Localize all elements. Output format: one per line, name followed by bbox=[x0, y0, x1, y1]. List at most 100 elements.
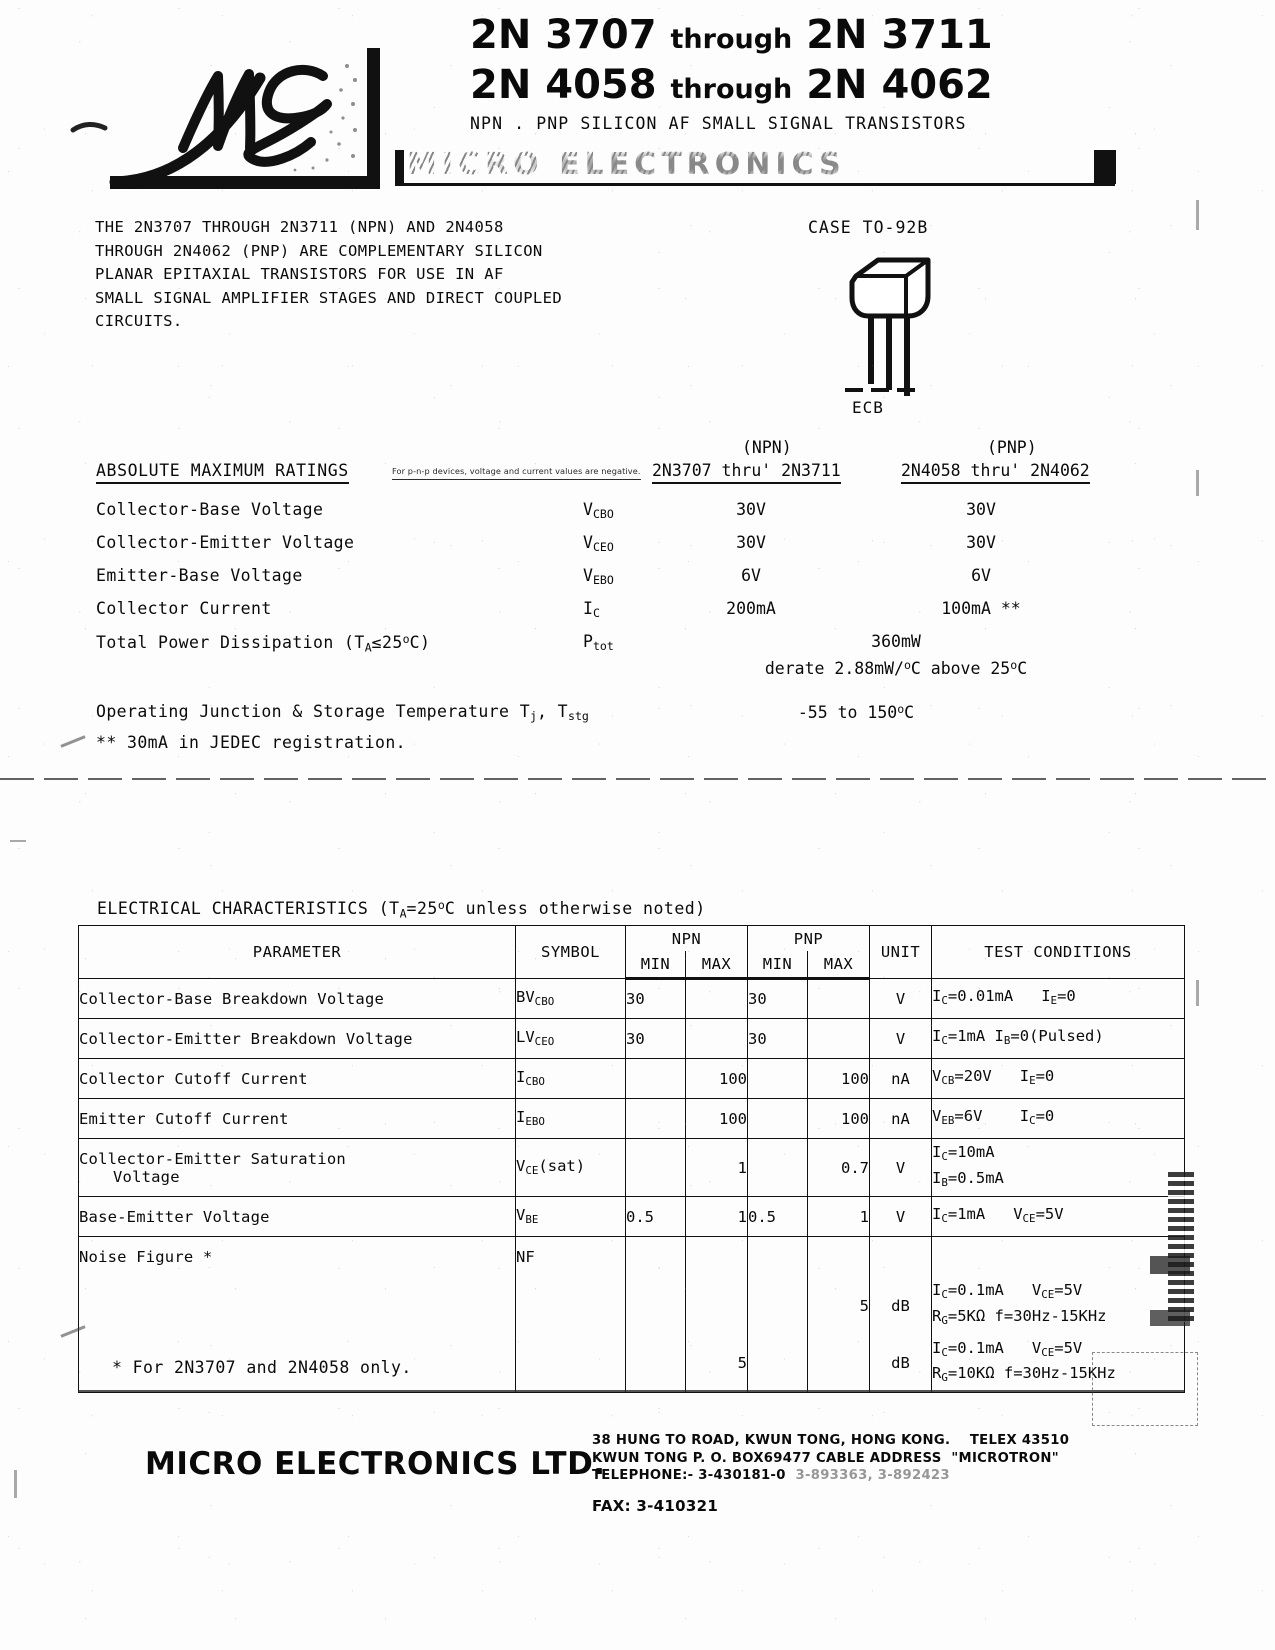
abs-max-param-name: Emitter-Base Voltage bbox=[96, 566, 303, 585]
cell-npn-min: 30 bbox=[625, 978, 686, 1019]
cell-npn-max bbox=[685, 978, 748, 1019]
abs-max-symbol: VEBO bbox=[583, 566, 614, 588]
abs-max-npn-value: 200mA bbox=[726, 599, 776, 618]
description-line: SMALL SIGNAL AMPLIFIER STAGES AND DIRECT… bbox=[95, 288, 563, 307]
col-header-pnp-min: MIN bbox=[747, 951, 808, 981]
cell-npn-max bbox=[685, 1236, 748, 1277]
table-row: Collector-Base Breakdown Voltage BVCBO 30 3… bbox=[78, 978, 1185, 1019]
abs-max-footnote: ** 30mA in JEDEC registration. bbox=[96, 733, 407, 752]
pinout-label: ECB bbox=[852, 398, 884, 417]
cell-unit: nA bbox=[869, 1098, 932, 1139]
banner-right-bar bbox=[1094, 150, 1116, 184]
abs-max-npn-value: 30V bbox=[736, 500, 766, 519]
cell-parameter: Collector-Emitter Saturation Voltage bbox=[78, 1138, 516, 1197]
device-subtitle: NPN . PNP SILICON AF SMALL SIGNAL TRANSI… bbox=[470, 114, 967, 133]
cell-npn-max bbox=[685, 1018, 748, 1059]
cell-npn-min: 30 bbox=[625, 1018, 686, 1059]
scan-edge-tick bbox=[14, 1470, 17, 1498]
part-number-title-line2: 2N 4058 through 2N 4062 bbox=[470, 62, 993, 108]
cell-unit: nA bbox=[869, 1058, 932, 1099]
cell-pnp-min bbox=[747, 1058, 808, 1099]
cell-symbol: IEBO bbox=[515, 1098, 626, 1139]
cell-pnp-min: 30 bbox=[747, 1018, 808, 1059]
part-number-2n4062: 2N 4062 bbox=[806, 62, 993, 108]
table-row: 5 dB IC=0.1mA VCE=5V RG=5KΩ f=30Hz-15KHz bbox=[78, 1276, 1185, 1335]
abs-max-symbol: VCBO bbox=[583, 500, 614, 522]
part-number-2n4058: 2N 4058 bbox=[470, 62, 657, 108]
col-header-npn: NPN bbox=[625, 925, 748, 952]
through-label-2: through bbox=[670, 74, 793, 105]
table-row: Collector Cutoff Current ICBO 100 100 nA VCB=… bbox=[78, 1058, 1185, 1099]
cell-pnp-min bbox=[747, 1334, 808, 1393]
abs-max-pnp-range: 2N4058 thru' 2N4062 bbox=[901, 461, 1090, 484]
cell-unit: V bbox=[869, 978, 932, 1019]
table-row: Base-Emitter Voltage VBE 0.5 1 0.5 1 V IC=1mA V… bbox=[78, 1196, 1185, 1237]
description-line: THROUGH 2N4062 (PNP) ARE COMPLEMENTARY S… bbox=[95, 241, 543, 260]
cell-pnp-min bbox=[747, 1098, 808, 1139]
description-line: THE 2N3707 THROUGH 2N3711 (NPN) AND 2N40… bbox=[95, 218, 504, 236]
table-row: 5 dB IC=0.1mA VCE=5V RG=10KΩ f=30Hz-15KHz bbox=[78, 1334, 1185, 1393]
part-number-title-line1: 2N 3707 through 2N 3711 bbox=[470, 12, 993, 58]
cell-npn-max bbox=[685, 1276, 748, 1335]
cell-parameter: Noise Figure * bbox=[78, 1236, 516, 1277]
company-name: MICRO ELECTRONICS LTD. bbox=[145, 1446, 606, 1482]
micro-electronics-logo bbox=[55, 20, 405, 200]
abs-max-rows: Collector-Base Voltage VCBO 30V 30V Coll… bbox=[96, 500, 1186, 738]
electrical-section-title: ELECTRICAL CHARACTERISTICS (TA=25oC unle… bbox=[97, 898, 706, 921]
cell-symbol: BVCBO bbox=[515, 978, 626, 1019]
abs-max-symbol: IC bbox=[583, 599, 600, 621]
abs-max-section-title: ABSOLUTE MAXIMUM RATINGS bbox=[96, 461, 349, 484]
abs-max-pnp-value: 30V bbox=[966, 500, 996, 519]
cell-test-conditions: VCB=20V IE=0 bbox=[931, 1058, 1185, 1099]
cell-symbol: VBE bbox=[515, 1196, 626, 1237]
abs-max-param-name: Collector-Emitter Voltage bbox=[96, 533, 355, 552]
cell-symbol bbox=[515, 1334, 626, 1393]
cell-pnp-max bbox=[807, 1018, 870, 1059]
cell-pnp-max bbox=[807, 1334, 870, 1393]
cell-parameter: Base-Emitter Voltage bbox=[78, 1196, 516, 1237]
abs-max-temperature-row: Operating Junction & Storage Temperature… bbox=[96, 702, 1186, 738]
banner-left-bar bbox=[395, 150, 404, 184]
fax-number: FAX: 3-410321 bbox=[592, 1497, 719, 1515]
cell-pnp-max: 100 bbox=[807, 1098, 870, 1139]
scan-edge-tick bbox=[1196, 200, 1199, 230]
electrical-footnote: * For 2N3707 and 2N4058 only. bbox=[112, 1358, 412, 1377]
cell-symbol: LVCEO bbox=[515, 1018, 626, 1059]
scan-corner-box bbox=[1092, 1352, 1198, 1426]
col-header-npn-max: MAX bbox=[685, 951, 748, 981]
cell-parameter: Collector-Emitter Breakdown Voltage bbox=[78, 1018, 516, 1059]
cell-test-conditions: IC=10mA IB=0.5mA bbox=[931, 1138, 1185, 1197]
cell-unit: dB bbox=[869, 1334, 932, 1393]
col-header-npn-min: MIN bbox=[625, 951, 686, 981]
cell-parameter: Emitter Cutoff Current bbox=[78, 1098, 516, 1139]
banner-text: MICRO ELECTRONICS bbox=[407, 150, 846, 182]
scan-edge-tick bbox=[10, 840, 26, 842]
abs-max-note: For p-n-p devices, voltage and current v… bbox=[392, 466, 641, 480]
abs-max-row: Collector-Emitter Voltage VCEO 30V 30V bbox=[96, 533, 1186, 566]
cell-test-conditions: VEB=6V IC=0 bbox=[931, 1098, 1185, 1139]
abs-max-symbol: Ptot bbox=[583, 632, 614, 654]
table-row: Collector-Emitter Saturation Voltage VCE(s… bbox=[78, 1138, 1185, 1197]
case-label: CASE TO-92B bbox=[808, 218, 929, 237]
cell-npn-min: 0.5 bbox=[625, 1196, 686, 1237]
address-line-3: TELEPHONE:- 3-430181-0 3-893363, 3-89242… bbox=[592, 1468, 950, 1483]
abs-max-npn-value: 30V bbox=[736, 533, 766, 552]
to-92b-package-icon bbox=[838, 248, 948, 398]
cell-test-conditions: IC=0.01mA IE=0 bbox=[931, 978, 1185, 1019]
cell-pnp-min bbox=[747, 1276, 808, 1335]
banner-underline bbox=[395, 183, 1115, 186]
cell-pnp-max: 5 bbox=[807, 1276, 870, 1335]
cell-unit: dB bbox=[869, 1276, 932, 1335]
address-line-2: KWUN TONG P. O. BOX69477 CABLE ADDRESS "… bbox=[592, 1450, 1059, 1466]
col-header-test-conditions: TEST CONDITIONS bbox=[931, 925, 1185, 979]
cell-pnp-max bbox=[807, 1236, 870, 1277]
cell-symbol: NF bbox=[515, 1236, 626, 1277]
cell-npn-min bbox=[625, 1276, 686, 1335]
cell-pnp-min bbox=[747, 1236, 808, 1277]
abs-max-param-name: Collector Current bbox=[96, 599, 272, 618]
cell-npn-max: 1 bbox=[685, 1138, 748, 1197]
abs-max-temperature-value: -55 to 150oC bbox=[797, 702, 915, 723]
part-number-2n3711: 2N 3711 bbox=[806, 12, 993, 58]
cell-parameter bbox=[78, 1276, 516, 1335]
